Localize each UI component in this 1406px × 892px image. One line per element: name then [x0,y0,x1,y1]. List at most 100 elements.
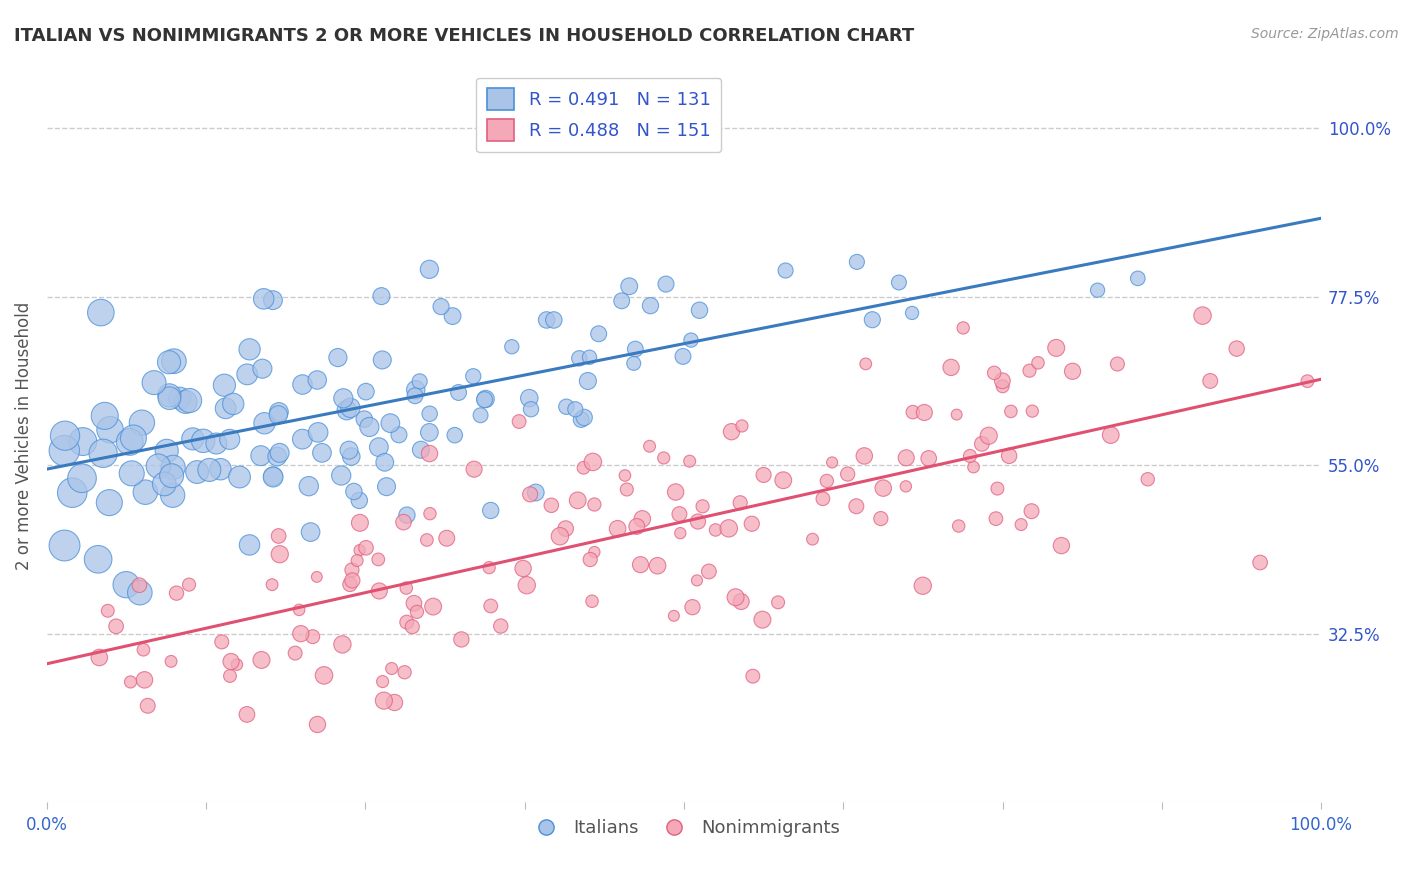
Point [638,439,661,453]
Point [1136,472,1159,486]
Point [148,459,170,474]
Point [239,343,262,357]
Point [349,493,371,508]
Point [983,366,1005,380]
Point [501,340,523,354]
Point [367,552,389,566]
Point [945,408,967,422]
Point [1249,556,1271,570]
Point [301,630,323,644]
Point [236,368,259,382]
Point [395,581,418,595]
Point [340,450,363,464]
Point [665,485,688,500]
Point [128,578,150,592]
Point [801,532,824,546]
Point [422,599,444,614]
Point [163,354,186,368]
Point [853,449,876,463]
Point [332,392,354,406]
Point [775,263,797,277]
Point [371,674,394,689]
Point [447,385,470,400]
Point [998,449,1021,463]
Point [330,468,353,483]
Point [219,669,242,683]
Point [583,498,606,512]
Point [1026,356,1049,370]
Point [288,603,311,617]
Point [177,577,200,591]
Point [572,410,595,425]
Point [211,635,233,649]
Point [463,369,485,384]
Point [652,450,675,465]
Point [724,591,747,605]
Point [405,383,427,397]
Point [159,391,181,405]
Point [479,599,502,613]
Point [524,485,547,500]
Point [205,436,228,450]
Point [540,498,562,512]
Point [443,428,465,442]
Point [214,378,236,392]
Point [728,496,751,510]
Point [406,605,429,619]
Point [134,673,156,687]
Point [193,434,215,448]
Point [225,657,247,672]
Point [299,524,322,539]
Point [342,574,364,588]
Point [267,408,290,422]
Point [1021,404,1043,418]
Point [380,416,402,430]
Point [896,450,918,465]
Point [478,560,501,574]
Point [569,412,592,426]
Point [741,669,763,683]
Point [153,477,176,491]
Point [253,416,276,430]
Point [567,493,589,508]
Point [370,289,392,303]
Point [166,586,188,600]
Point [1050,539,1073,553]
Point [371,353,394,368]
Point [97,604,120,618]
Point [90,305,112,319]
Point [436,531,458,545]
Point [367,440,389,454]
Point [668,507,690,521]
Point [845,255,868,269]
Point [450,632,472,647]
Point [1199,374,1222,388]
Point [291,377,314,392]
Point [236,707,259,722]
Point [214,401,236,416]
Point [349,516,371,530]
Text: Source: ZipAtlas.com: Source: ZipAtlas.com [1251,27,1399,41]
Point [581,594,603,608]
Point [392,515,415,529]
Point [1099,428,1122,442]
Point [291,432,314,446]
Point [53,443,76,458]
Point [815,474,838,488]
Point [911,579,934,593]
Point [662,608,685,623]
Point [623,356,645,370]
Point [384,696,406,710]
Point [120,675,142,690]
Point [730,594,752,608]
Point [157,388,180,402]
Point [290,626,312,640]
Text: ITALIAN VS NONIMMIGRANTS 2 OR MORE VEHICLES IN HOUSEHOLD CORRELATION CHART: ITALIAN VS NONIMMIGRANTS 2 OR MORE VEHIC… [14,27,914,45]
Point [222,397,245,411]
Point [647,558,669,573]
Point [262,293,284,307]
Point [305,570,328,584]
Point [1191,309,1213,323]
Point [89,650,111,665]
Point [613,468,636,483]
